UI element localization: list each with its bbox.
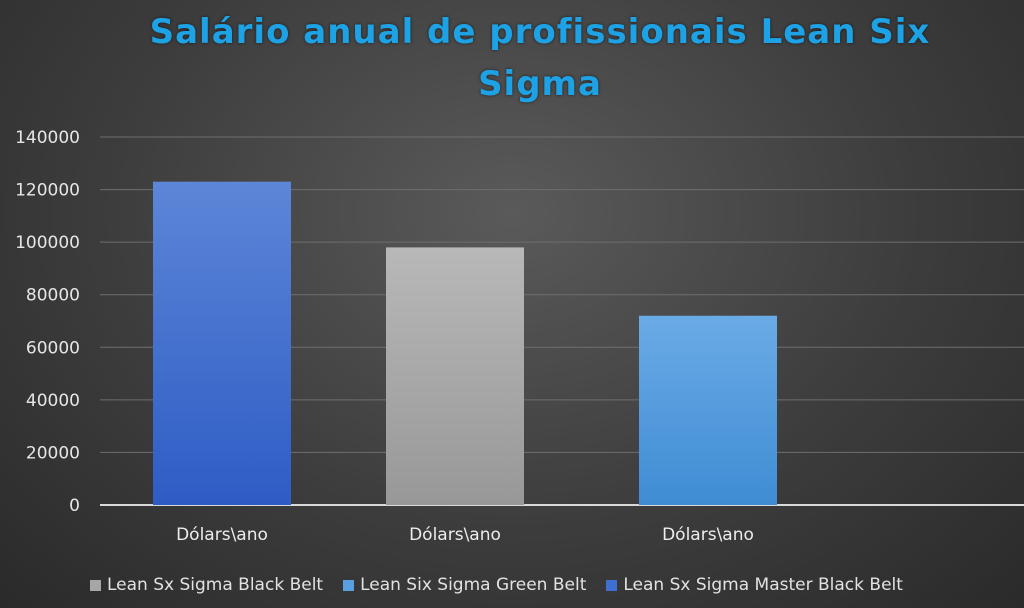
labels-layer: 0 20000 40000 60000 80000 100000 120000 140000 D… — [15, 128, 754, 545]
bar-lean-six-sigma-green-belt — [639, 315, 777, 505]
y-tick-label: 100000 — [15, 233, 80, 253]
bar-lean-sx-sigma-black-belt — [386, 247, 524, 505]
bar-lean-sx-sigma-master-black-belt — [153, 181, 291, 505]
legend-label-green-belt: Lean Six Sigma Green Belt — [360, 575, 587, 595]
legend: Lean Sx Sigma Black Belt Lean Six Sigma … — [90, 575, 903, 595]
y-tick-label: 20000 — [26, 443, 80, 463]
legend-swatch-green-belt — [343, 579, 355, 591]
y-tick-label: 40000 — [26, 391, 80, 411]
chart-title-line-2: Sigma — [478, 64, 602, 104]
bars-layer — [153, 181, 777, 505]
legend-swatch-black-belt — [90, 579, 101, 591]
x-category-label: Dólars\ano — [409, 525, 501, 545]
x-category-label: Dólars\ano — [662, 525, 754, 545]
y-tick-label: 80000 — [26, 286, 80, 306]
y-tick-label: 140000 — [15, 128, 80, 148]
legend-label-master-black-belt: Lean Sx Sigma Master Black Belt — [623, 575, 903, 595]
chart-title: Salário anual de profissionais Lean Six … — [0, 6, 1024, 110]
legend-item-green-belt: Lean Six Sigma Green Belt — [343, 575, 586, 595]
y-tick-label: 120000 — [15, 181, 80, 201]
y-tick-label: 0 — [69, 496, 80, 516]
legend-label-black-belt: Lean Sx Sigma Black Belt — [107, 575, 324, 595]
legend-item-black-belt: Lean Sx Sigma Black Belt — [90, 575, 323, 595]
x-category-label: Dólars\ano — [176, 525, 268, 545]
legend-item-master-black-belt: Lean Sx Sigma Master Black Belt — [606, 575, 903, 595]
chart-title-line-1: Salário anual de profissionais Lean Six — [149, 12, 931, 52]
y-tick-label: 60000 — [26, 338, 80, 358]
legend-swatch-master-black-belt — [606, 579, 618, 591]
